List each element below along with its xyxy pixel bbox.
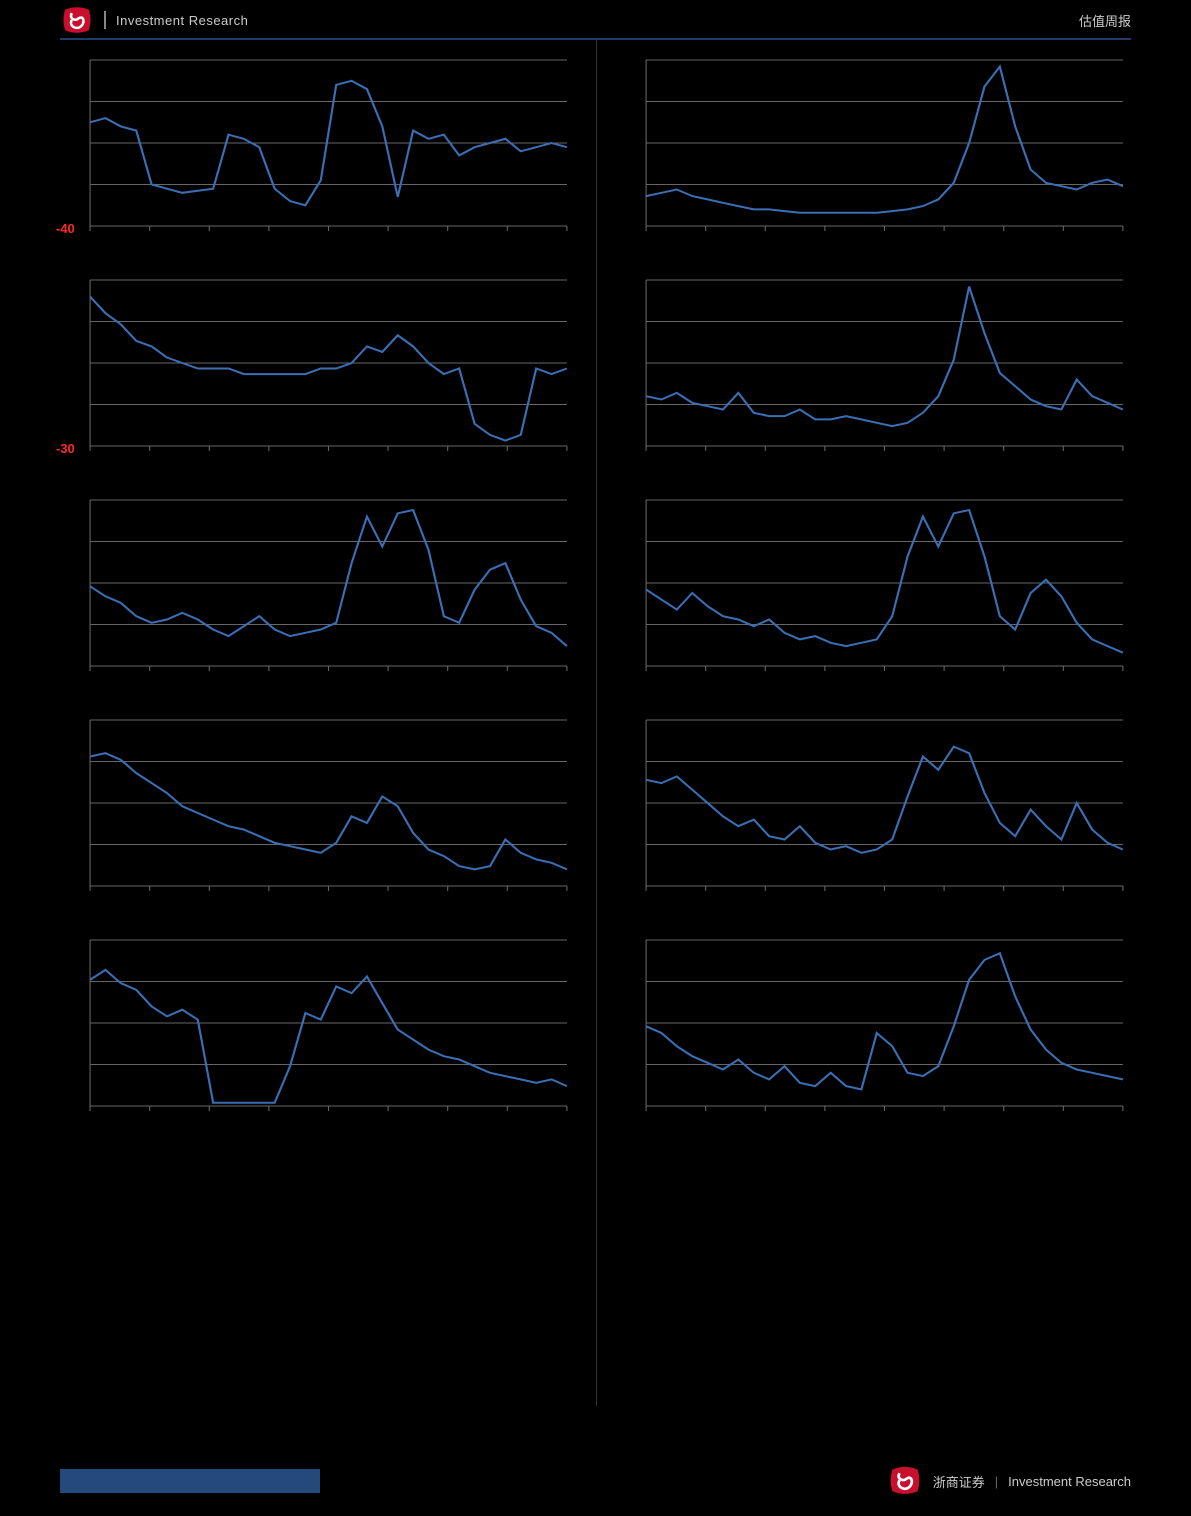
chart-cell-c10 [616,934,1132,1124]
line-chart [616,494,1132,684]
line-chart [60,934,576,1124]
chart-cell-c1: -40 [60,54,576,244]
column-divider [596,40,597,1406]
header-subtitle: 估值周报 [1079,11,1131,30]
header-title: Investment Research [116,13,248,28]
chart-cell-c5 [60,494,576,684]
header-divider [104,11,106,29]
header-left: Investment Research [60,6,248,34]
page-header: Investment Research 估值周报 [60,0,1131,40]
footer-tagline: Investment Research [1008,1474,1131,1489]
footer-logo-icon [887,1466,923,1496]
line-chart [616,274,1132,464]
footer-brand: 浙商证券 [933,1472,985,1491]
line-chart [60,714,576,904]
chart-cell-c4 [616,274,1132,464]
line-chart [616,714,1132,904]
brand-logo-icon [60,6,94,34]
chart-cell-c7 [60,714,576,904]
line-chart [616,934,1132,1124]
chart-cell-c9 [60,934,576,1124]
line-chart [60,274,576,464]
chart-cell-c3: -30 [60,274,576,464]
footer-right: 浙商证券 | Investment Research [887,1466,1131,1496]
chart-cell-c6 [616,494,1132,684]
chart-cell-c8 [616,714,1132,904]
chart-cell-c2 [616,54,1132,244]
line-chart [60,494,576,684]
page-footer: 浙商证券 | Investment Research [0,1466,1191,1496]
footer-accent-block [60,1469,320,1493]
line-chart [60,54,576,244]
line-chart [616,54,1132,244]
